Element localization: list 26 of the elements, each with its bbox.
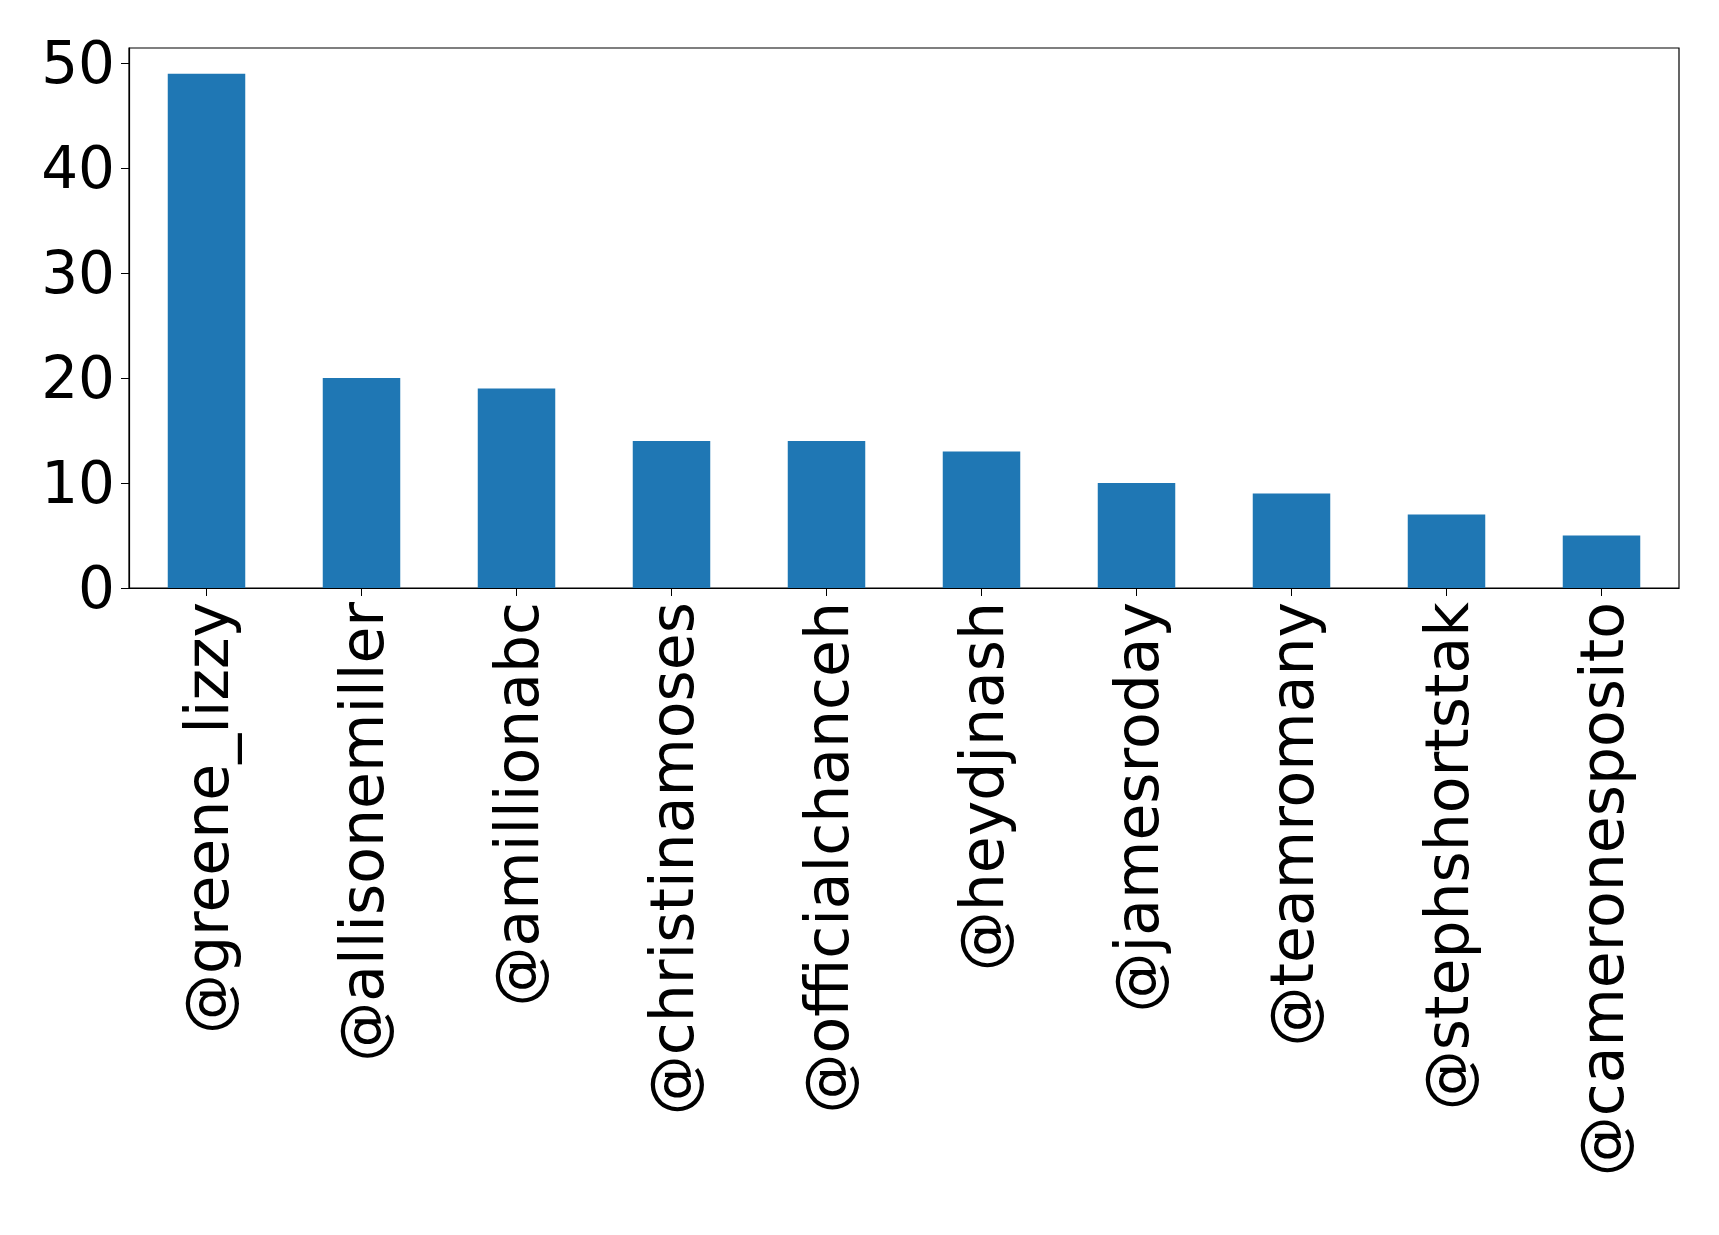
y-tick-label: 0 — [78, 554, 115, 622]
x-tick-label: @teamromany — [1256, 602, 1327, 1047]
x-tick-label: @greene_lizzy — [171, 602, 242, 1035]
bar — [167, 73, 246, 588]
bar — [322, 378, 401, 588]
bar — [942, 451, 1021, 588]
x-tick-label: @officialchanceh — [791, 602, 862, 1114]
y-tick-label: 30 — [41, 239, 115, 308]
bar — [477, 388, 556, 588]
y-tick-label: 20 — [41, 344, 115, 413]
bar — [632, 441, 711, 588]
bar — [787, 441, 866, 588]
x-tick-label: @heydjnash — [946, 602, 1017, 972]
y-tick-label: 50 — [41, 29, 115, 98]
x-tick-label: @cameronesposito — [1566, 602, 1637, 1177]
bar — [1407, 514, 1486, 588]
x-tick-label: @christinamoses — [636, 602, 707, 1116]
bar — [1562, 535, 1641, 588]
bar — [1252, 493, 1331, 588]
x-tick-label: @jamesroday — [1101, 602, 1172, 1013]
x-tick-label: @stephshortstak — [1411, 601, 1482, 1111]
x-tick-label: @amillionabc — [481, 602, 552, 1007]
x-tick-label: @allisonemiller — [326, 601, 397, 1062]
y-tick-label: 40 — [41, 134, 115, 203]
y-tick-label: 10 — [41, 449, 115, 518]
bar — [1097, 483, 1176, 588]
